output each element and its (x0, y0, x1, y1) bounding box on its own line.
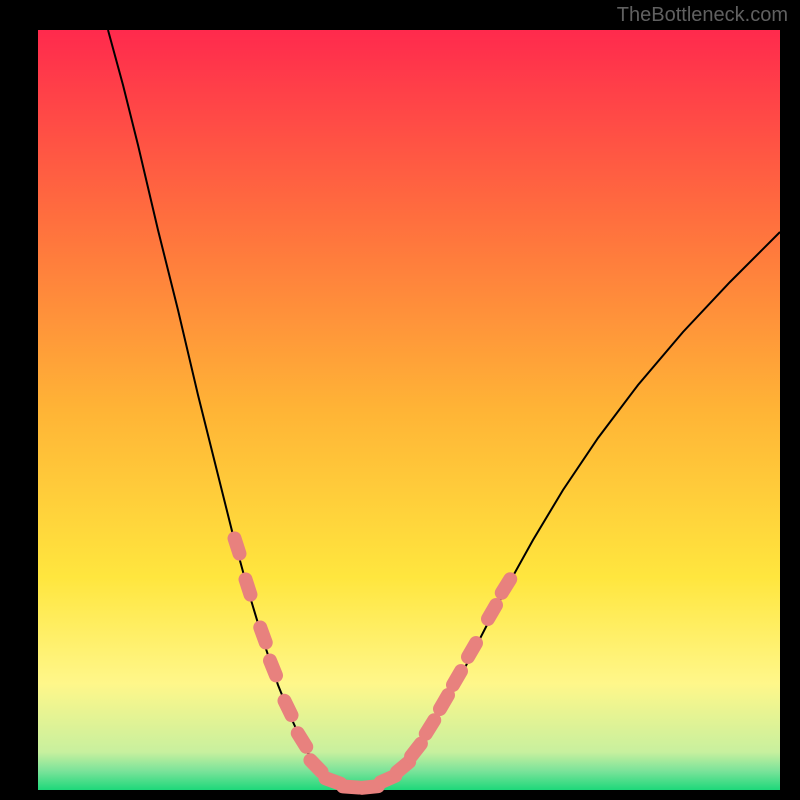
curve-marker (288, 724, 316, 757)
curve-layer (0, 0, 800, 800)
curve-marker (251, 619, 274, 652)
curve-line (108, 30, 780, 788)
chart-container: TheBottleneck.com (0, 0, 800, 800)
curve-marker (478, 596, 505, 629)
curve-marker (458, 634, 485, 667)
curve-marker (226, 530, 249, 563)
watermark-text: TheBottleneck.com (617, 4, 788, 27)
curve-marker (275, 691, 301, 724)
curve-marker (261, 651, 285, 684)
curve-marker (237, 571, 260, 604)
curve-marker (492, 570, 520, 603)
